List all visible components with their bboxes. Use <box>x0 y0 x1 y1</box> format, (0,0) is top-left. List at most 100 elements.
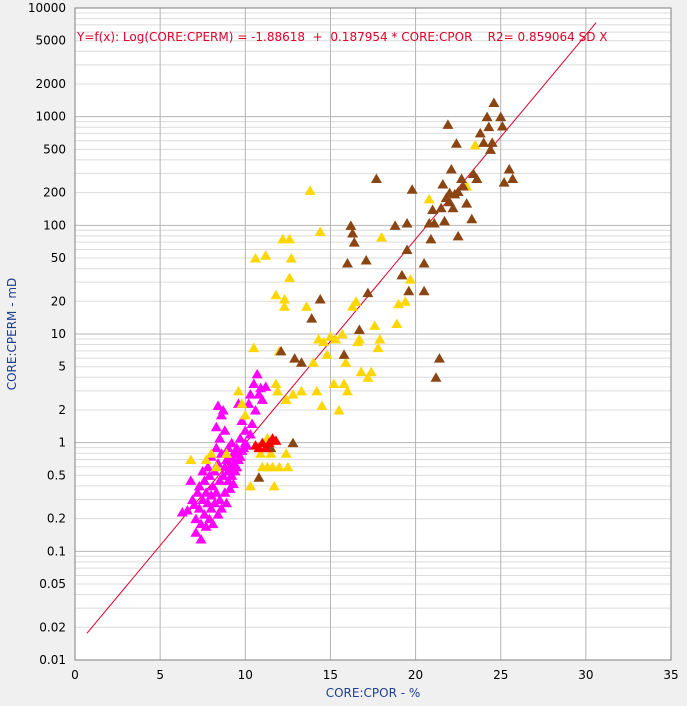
x-tick-label: 10 <box>238 668 253 682</box>
y-tick-label: 0.1 <box>47 544 66 558</box>
x-tick-label: 20 <box>408 668 423 682</box>
data-point <box>314 226 326 236</box>
data-point <box>503 163 515 174</box>
data-point <box>234 451 246 461</box>
data-point <box>306 313 318 323</box>
data-point <box>350 296 362 306</box>
data-point <box>348 237 360 247</box>
data-point <box>185 475 197 485</box>
data-point <box>278 301 290 311</box>
data-point <box>307 357 319 367</box>
data-point <box>360 254 372 265</box>
data-point <box>221 448 233 458</box>
y-tick-label: 0.02 <box>39 620 66 634</box>
data-point <box>457 181 469 191</box>
y-tick-label: 10000 <box>28 1 66 15</box>
data-point <box>318 336 330 347</box>
data-point <box>391 318 403 328</box>
data-point <box>193 503 205 513</box>
data-point <box>328 378 340 389</box>
data-point <box>372 342 384 353</box>
data-point <box>406 184 418 194</box>
data-point <box>260 442 272 453</box>
data-point <box>250 404 262 415</box>
data-point <box>401 218 413 228</box>
data-point <box>456 173 468 183</box>
data-point <box>401 244 413 254</box>
data-point <box>396 269 408 280</box>
data-point <box>209 497 221 508</box>
x-tick-label: 15 <box>323 668 338 682</box>
data-point <box>239 409 251 420</box>
data-point <box>219 425 231 435</box>
y-tick-label: 200 <box>43 186 66 200</box>
data-point <box>404 274 416 284</box>
data-point <box>248 342 260 353</box>
data-point <box>425 233 437 244</box>
data-point <box>278 293 290 304</box>
data-point <box>430 372 442 382</box>
data-point <box>197 494 209 504</box>
x-tick-labels: 0 5 10 15 20 25 30 35 <box>71 668 678 682</box>
data-point <box>285 253 297 263</box>
data-point <box>301 301 313 311</box>
data-point <box>221 497 233 508</box>
y-tick-label: 0.5 <box>47 468 66 482</box>
data-point <box>439 215 451 226</box>
data-point <box>282 461 294 472</box>
x-tick-label: 25 <box>493 668 508 682</box>
x-tick-label: 30 <box>578 668 593 682</box>
data-point <box>423 193 435 204</box>
data-point <box>212 400 224 410</box>
regression-line <box>86 22 597 634</box>
data-point <box>353 324 365 335</box>
data-point <box>389 220 401 230</box>
data-point <box>193 480 205 491</box>
data-point <box>347 228 359 238</box>
data-point <box>185 454 197 464</box>
y-tick-label: 10 <box>51 327 66 341</box>
data-point <box>284 233 296 244</box>
data-point <box>488 97 500 108</box>
data-point <box>340 357 352 367</box>
data-point <box>241 440 253 450</box>
data-point <box>483 121 495 132</box>
data-point <box>427 204 439 214</box>
data-point <box>450 138 462 148</box>
data-point <box>200 454 212 464</box>
data-point <box>466 213 478 224</box>
data-point <box>215 503 227 513</box>
data-point <box>444 196 456 207</box>
data-point <box>447 202 459 213</box>
data-point <box>478 137 490 147</box>
plot-frame <box>74 7 672 661</box>
data-point <box>260 250 272 260</box>
data-point <box>239 425 251 435</box>
data-point <box>222 475 234 485</box>
y-tick-label: 0.01 <box>39 653 66 667</box>
data-point <box>222 442 234 453</box>
data-point <box>250 253 262 263</box>
data-point <box>461 198 473 208</box>
data-point <box>311 385 323 396</box>
data-point <box>435 202 447 213</box>
y-tick-label: 5000 <box>35 34 66 48</box>
data-point <box>353 333 365 344</box>
data-point <box>287 437 299 448</box>
data-point <box>272 385 284 396</box>
data-point <box>403 285 415 296</box>
y-tick-label: 5 <box>58 360 66 374</box>
y-tick-label: 1000 <box>35 110 66 124</box>
x-tick-label: 0 <box>71 668 79 682</box>
data-point <box>255 448 267 458</box>
data-point <box>370 173 382 183</box>
data-point <box>376 232 388 242</box>
data-point <box>338 378 350 389</box>
y-tick-label: 20 <box>51 294 66 308</box>
y-axis-title: CORE:CPERM - mD <box>5 278 19 391</box>
data-point <box>433 353 445 363</box>
data-point <box>321 349 333 359</box>
data-point <box>362 287 374 298</box>
data-point <box>275 345 287 356</box>
